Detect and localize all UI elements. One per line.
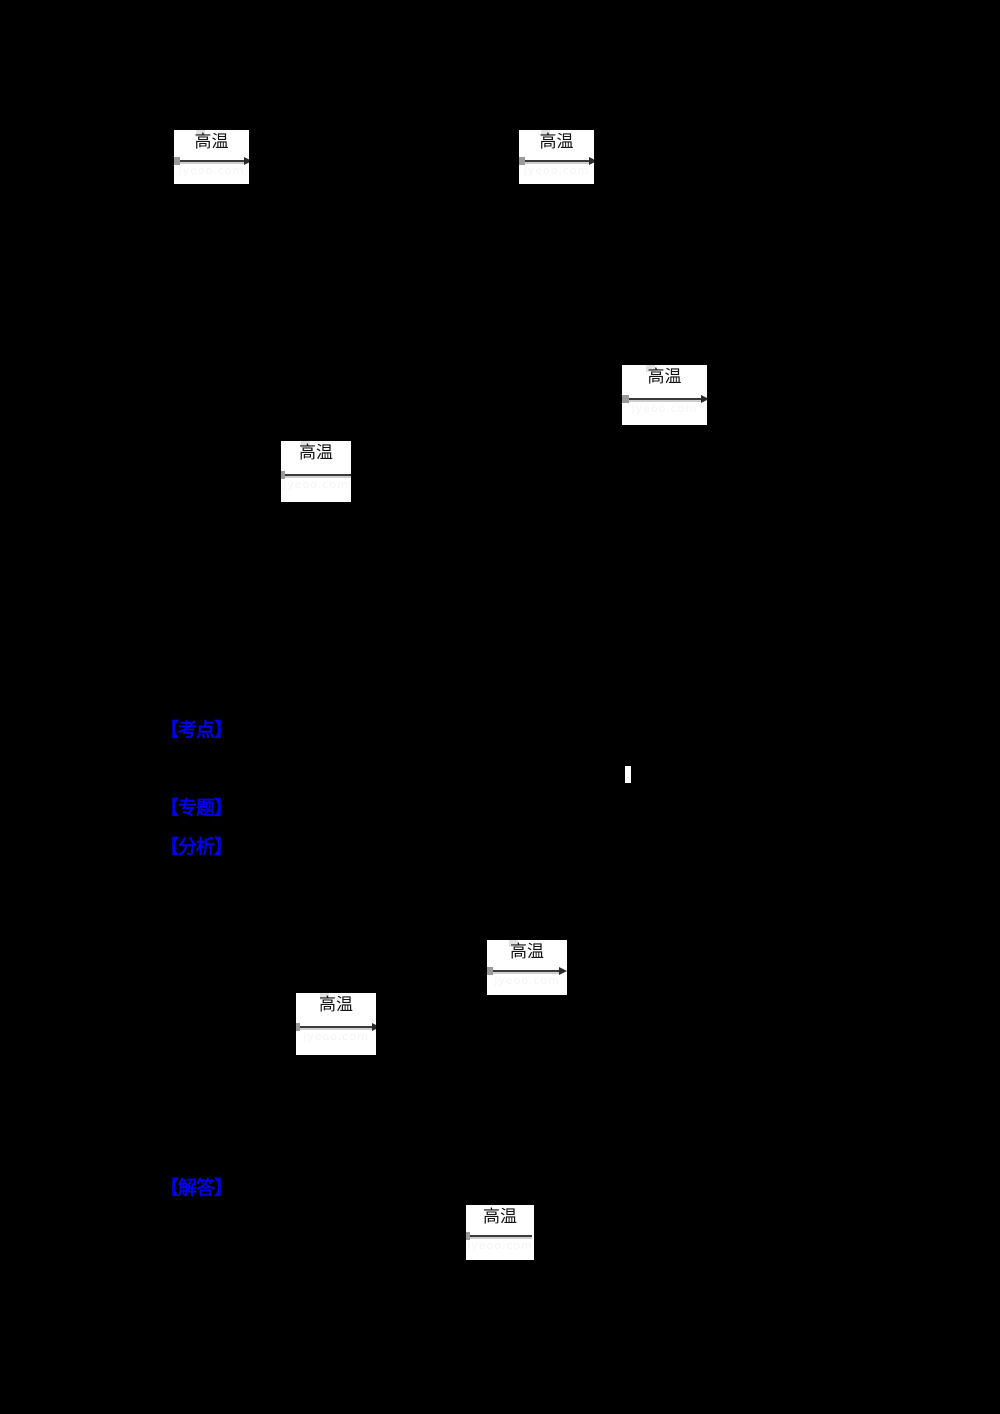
tick-mark [509, 940, 518, 947]
section-heading-jieda: 【解答】 [160, 1177, 233, 1199]
reaction-condition-fragment: 高温 jyeoo.com [296, 993, 376, 1055]
tick-mark [646, 365, 655, 372]
arrow-head-icon [589, 157, 594, 165]
reaction-condition-fragment: 高温 jyeoo.com [174, 130, 249, 184]
arrow-tail-nub [174, 157, 180, 165]
watermark-text: jyeoo.com [178, 164, 245, 177]
reaction-condition-fragment: 高温 jyeoo.com [622, 365, 707, 425]
reaction-condition-fragment: 高温 jyeoo.com [466, 1205, 534, 1260]
watermark-text: jyeoo.com [303, 1030, 369, 1043]
reaction-arrow [281, 474, 351, 476]
reaction-condition-label: 高温 [299, 443, 333, 463]
watermark-text: jyeoo.com [494, 974, 560, 987]
arrow-head-icon [559, 967, 567, 975]
section-heading-kaodian: 【考点】 [160, 719, 233, 741]
reaction-condition-label: 高温 [319, 995, 353, 1015]
section-heading-zhuanti: 【专题】 [160, 797, 233, 819]
reaction-condition-fragment: 高温 jyeoo.com [281, 441, 351, 502]
arrow-tail-nub [622, 395, 629, 403]
reaction-arrow [489, 970, 561, 972]
watermark-text: jyeoo.com [631, 402, 698, 415]
tick-mark [320, 993, 329, 1000]
tick-mark [541, 130, 550, 137]
tick-mark [196, 130, 205, 137]
arrow-tail-nub [296, 1023, 300, 1031]
watermark-text: jyeoo.com [283, 478, 349, 491]
arrow-tail-nub [466, 1232, 470, 1240]
arrow-head-icon [701, 395, 707, 403]
arrow-tail-nub [519, 157, 525, 165]
section-heading-fenxi: 【分析】 [160, 836, 233, 858]
arrow-tail-nub [281, 471, 285, 479]
reaction-condition-label: 高温 [194, 132, 229, 152]
arrow-head-icon [244, 157, 249, 165]
watermark-text: jyeoo.com [467, 1239, 533, 1252]
watermark-text: jyeoo.com [523, 164, 590, 177]
reaction-condition-fragment: 高温 jyeoo.com [487, 940, 567, 995]
text-caret-fragment [625, 766, 631, 783]
reaction-condition-label: 高温 [483, 1207, 517, 1227]
reaction-condition-label: 高温 [510, 942, 544, 962]
reaction-arrow [625, 398, 703, 400]
reaction-arrow [466, 1235, 532, 1237]
reaction-condition-label: 高温 [647, 367, 682, 387]
reaction-arrow [521, 160, 591, 162]
reaction-condition-fragment: 高温 jyeoo.com [519, 130, 594, 184]
tick-mark [301, 441, 310, 448]
reaction-condition-label: 高温 [539, 132, 574, 152]
arrow-tail-nub [487, 967, 493, 975]
reaction-arrow [176, 160, 246, 162]
reaction-arrow [296, 1026, 374, 1028]
arrow-head-icon [372, 1023, 376, 1031]
